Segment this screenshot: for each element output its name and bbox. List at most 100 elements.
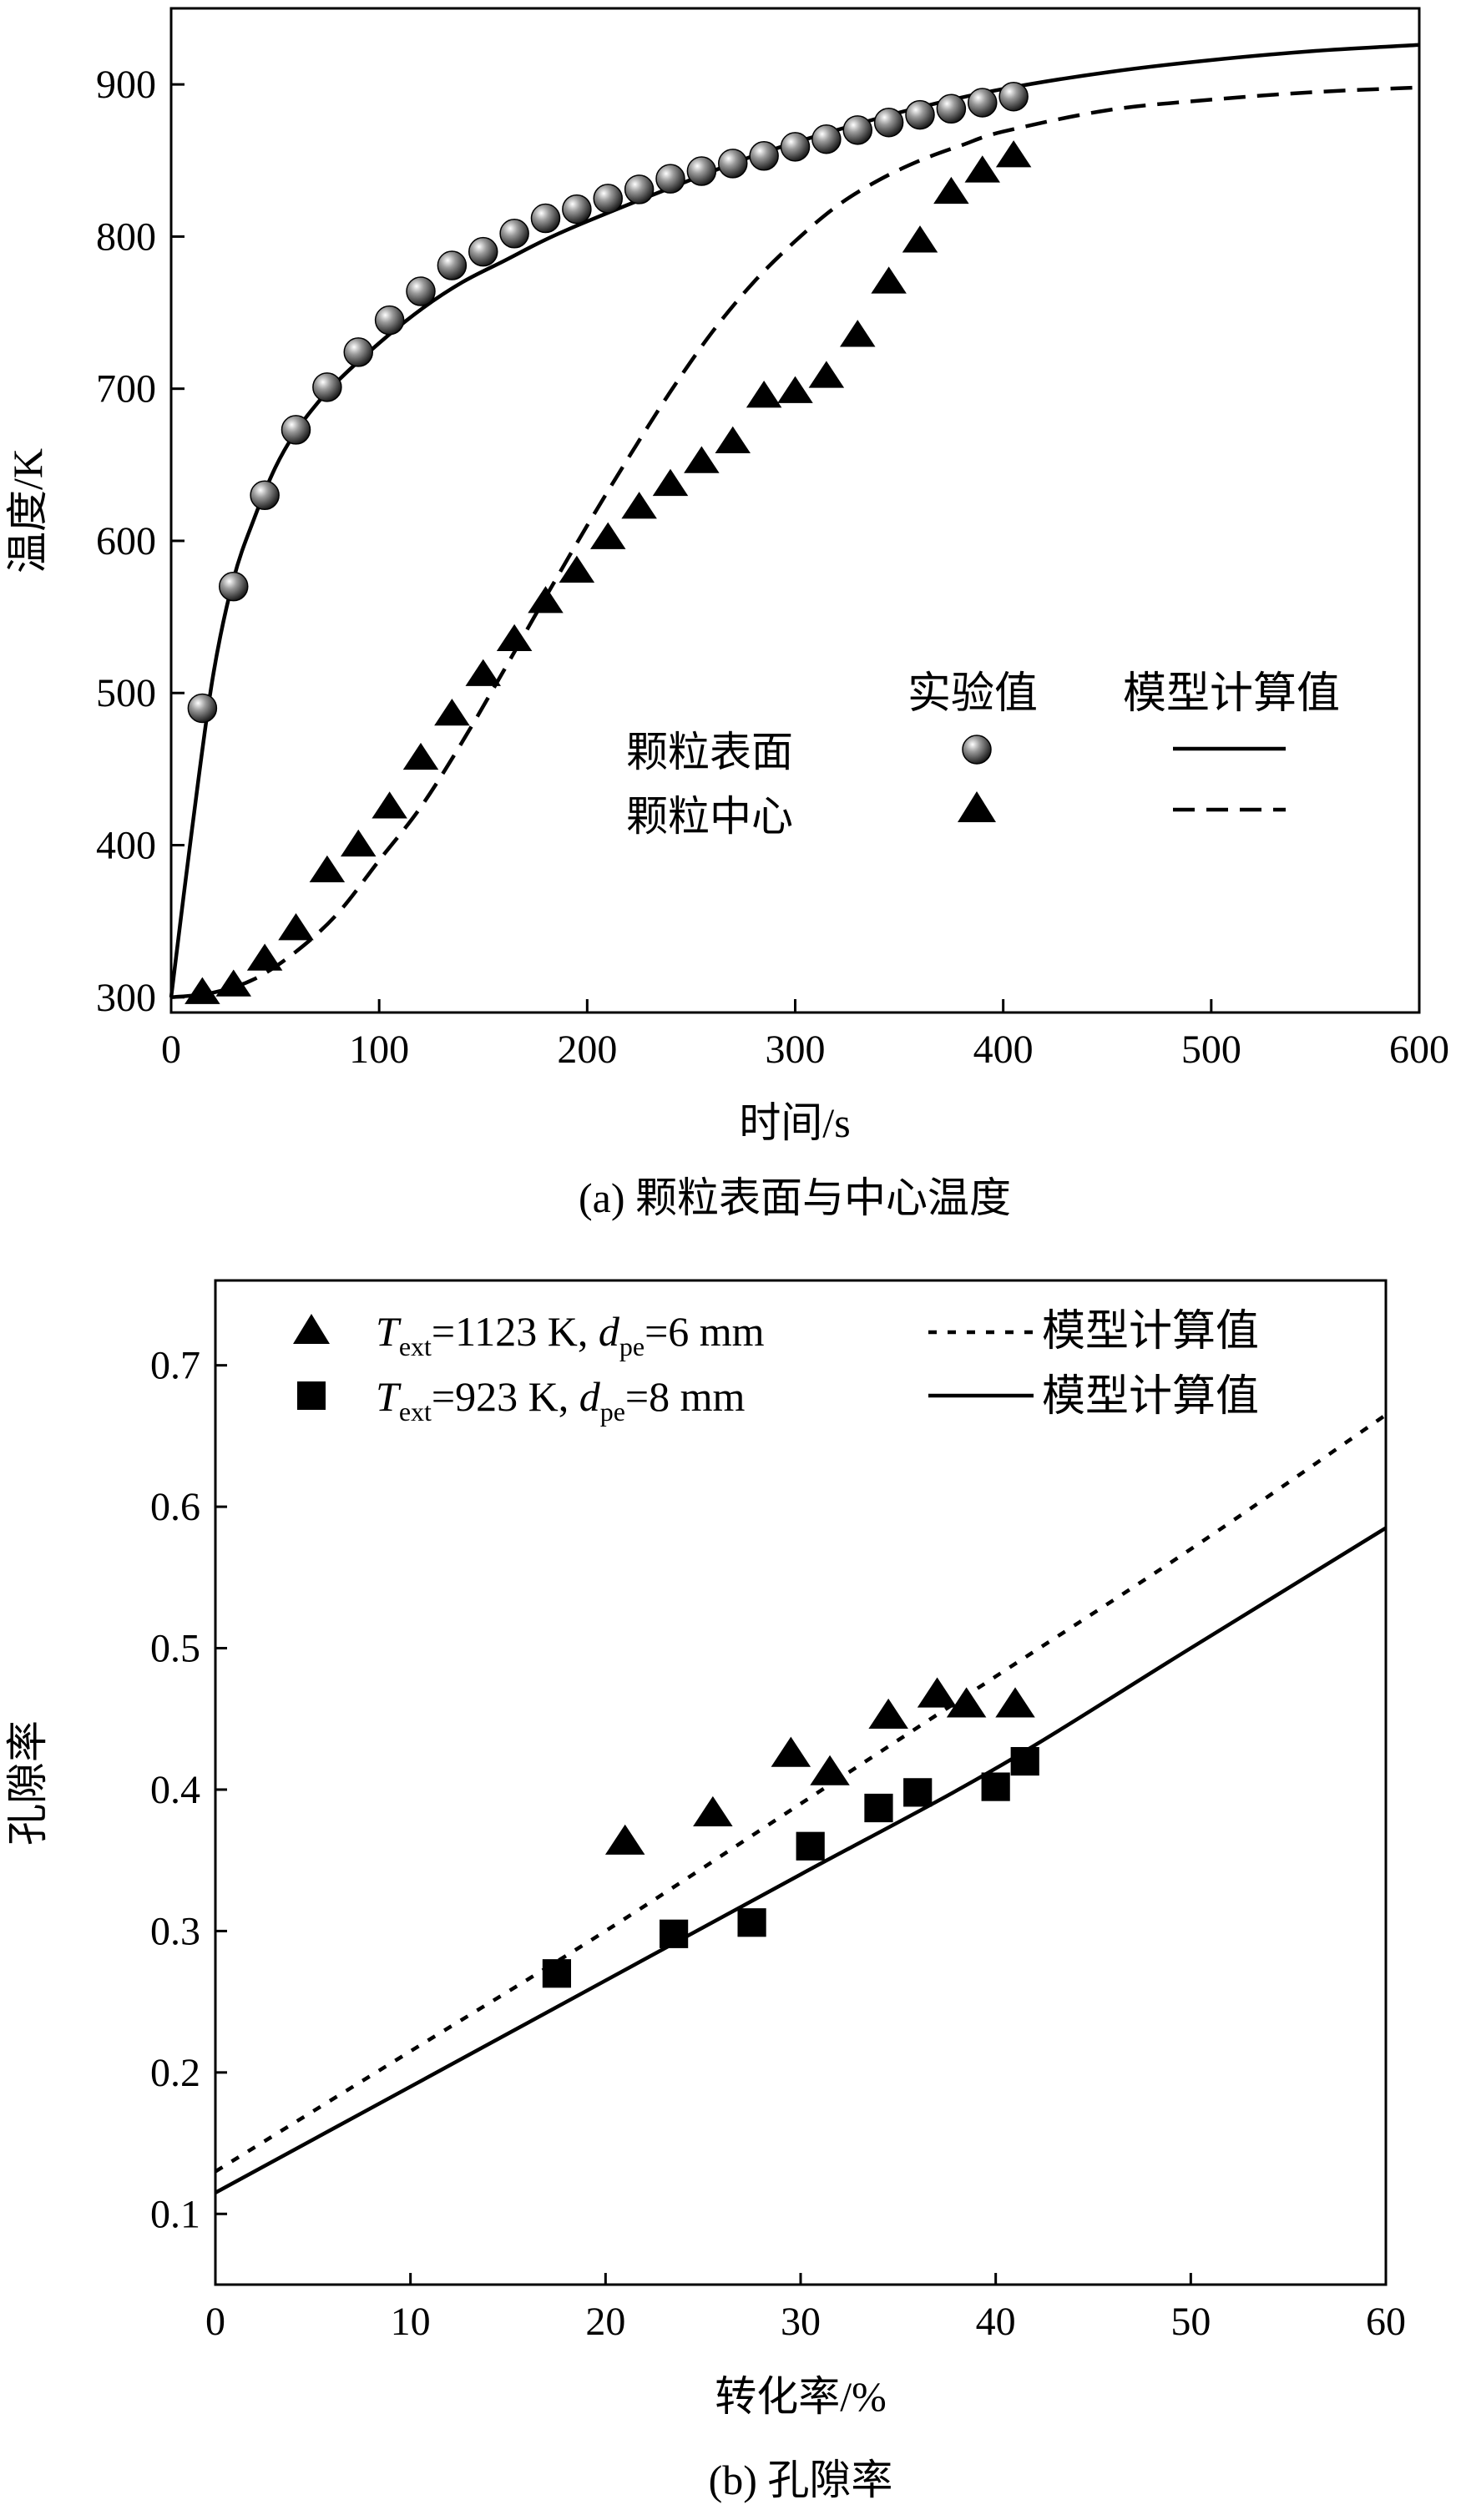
sphere-point bbox=[187, 693, 218, 724]
legend-entry-923: Text=923 K, dpe=8 mm bbox=[376, 1373, 746, 1427]
legend: Text=1123 K, dpe=6 mm Text=923 K, dpe=8 … bbox=[293, 1308, 1259, 1427]
triangle-point bbox=[402, 742, 439, 770]
sphere-point bbox=[780, 132, 811, 162]
x-tick-label: 20 bbox=[585, 2300, 625, 2344]
sphere-point bbox=[811, 124, 842, 154]
triangle-point bbox=[559, 555, 595, 583]
x-tick-label: 50 bbox=[1170, 2300, 1211, 2344]
sphere-point bbox=[905, 99, 935, 130]
square-point bbox=[660, 1919, 689, 1948]
triangle-point bbox=[185, 977, 220, 1004]
triangle-point bbox=[341, 829, 377, 857]
sphere-point bbox=[749, 141, 779, 171]
sphere-point bbox=[219, 571, 249, 602]
sphere-point bbox=[998, 81, 1029, 112]
legend-triangle-marker bbox=[293, 1314, 330, 1344]
triangle-point bbox=[746, 381, 782, 408]
y-tick-label: 0.7 bbox=[150, 1344, 200, 1388]
sphere-point bbox=[968, 88, 998, 118]
sphere-point bbox=[842, 115, 872, 145]
triangle-point bbox=[995, 140, 1032, 168]
sphere-point bbox=[593, 184, 623, 214]
triangle-point bbox=[465, 659, 501, 686]
series-line-solid bbox=[214, 1526, 1388, 2194]
square-point bbox=[542, 1959, 572, 1988]
sphere-point bbox=[343, 337, 373, 367]
x-tick-label: 40 bbox=[976, 2300, 1016, 2344]
chart-caption: (b) 孔隙率 bbox=[709, 2457, 893, 2503]
legend-row-center: 颗粒中心 bbox=[626, 793, 793, 840]
x-axis-label: 转化率/% bbox=[715, 2373, 887, 2420]
x-tick-label: 10 bbox=[391, 2300, 431, 2344]
sphere-point bbox=[499, 219, 529, 249]
legend-triangle-marker bbox=[958, 791, 996, 822]
triangle-point bbox=[715, 426, 751, 454]
triangle-point bbox=[902, 225, 938, 253]
triangle-point bbox=[684, 446, 720, 473]
triangle-point bbox=[995, 1687, 1035, 1718]
axis-ticks: 0 10 20 30 40 50 60 0.1 0.2 0.3 0.4 0.5 0.6 0.7 bbox=[150, 1344, 1406, 2344]
legend-sphere-marker bbox=[962, 735, 992, 765]
y-tick-label: 900 bbox=[96, 63, 156, 107]
triangle-point bbox=[777, 376, 813, 403]
sphere-point bbox=[374, 305, 405, 336]
x-tick-label: 0 bbox=[161, 1028, 181, 1072]
triangle-point bbox=[590, 522, 626, 549]
sphere-point bbox=[873, 107, 904, 138]
x-axis-label: 时间/s bbox=[739, 1099, 850, 1146]
x-tick-label: 100 bbox=[349, 1028, 409, 1072]
series-line-dashed bbox=[170, 85, 1420, 1000]
y-tick-label: 400 bbox=[96, 824, 156, 868]
triangle-point bbox=[917, 1677, 958, 1708]
y-tick-label: 0.4 bbox=[150, 1768, 200, 1812]
y-tick-label: 0.6 bbox=[150, 1485, 200, 1529]
sphere-point bbox=[655, 164, 685, 194]
triangle-point bbox=[372, 791, 407, 819]
square-point bbox=[1010, 1746, 1039, 1776]
y-axis-label: 孔隙率 bbox=[4, 1720, 51, 1846]
triangle-point bbox=[434, 699, 470, 726]
y-tick-label: 0.3 bbox=[150, 1909, 200, 1953]
legend-entry-1123: Text=1123 K, dpe=6 mm bbox=[376, 1308, 765, 1361]
legend-row-surface: 颗粒表面 bbox=[626, 729, 793, 775]
y-tick-label: 600 bbox=[96, 519, 156, 563]
triangle-point bbox=[933, 176, 969, 205]
square-point bbox=[981, 1772, 1010, 1801]
sphere-point bbox=[312, 372, 342, 402]
legend-header-experiment: 实验值 bbox=[907, 670, 1038, 718]
sphere-point bbox=[686, 156, 717, 186]
x-tick-label: 60 bbox=[1366, 2300, 1406, 2344]
legend: 实验值 模型计算值 颗粒表面 颗粒中心 bbox=[626, 670, 1340, 840]
x-tick-label: 200 bbox=[557, 1028, 617, 1072]
triangle-point bbox=[771, 1736, 811, 1767]
triangle-point bbox=[808, 361, 845, 388]
triangle-point bbox=[964, 155, 1000, 183]
y-tick-label: 0.5 bbox=[150, 1627, 200, 1671]
sphere-point bbox=[406, 276, 436, 306]
series-line-dotted bbox=[214, 1413, 1388, 2174]
y-tick-label: 500 bbox=[96, 671, 156, 715]
data-markers bbox=[185, 81, 1032, 1004]
x-tick-label: 0 bbox=[205, 2300, 225, 2344]
square-point bbox=[864, 1793, 893, 1823]
y-tick-label: 0.1 bbox=[150, 2192, 200, 2236]
triangle-point bbox=[278, 913, 314, 941]
legend-header-model: 模型计算值 bbox=[1123, 670, 1340, 718]
triangle-point bbox=[810, 1755, 850, 1785]
chart-caption: (a) 颗粒表面与中心温度 bbox=[579, 1174, 1011, 1221]
triangle-point bbox=[946, 1687, 987, 1718]
legend-square-marker bbox=[297, 1381, 326, 1410]
square-point bbox=[903, 1778, 933, 1807]
sphere-point bbox=[437, 250, 468, 280]
plot-frame bbox=[214, 1279, 1388, 2286]
temperature-chart: 0 100 200 300 400 500 600 300 400 500 600 700 800 900… bbox=[4, 7, 1449, 1221]
x-tick-label: 300 bbox=[766, 1028, 826, 1072]
sphere-point bbox=[250, 480, 280, 511]
y-axis-label: 温度/K bbox=[4, 448, 51, 573]
legend-model-label-1: 模型计算值 bbox=[1042, 1308, 1259, 1356]
y-tick-label: 800 bbox=[96, 215, 156, 259]
triangle-point bbox=[246, 943, 283, 971]
sphere-point bbox=[624, 174, 655, 205]
y-tick-label: 300 bbox=[96, 976, 156, 1020]
